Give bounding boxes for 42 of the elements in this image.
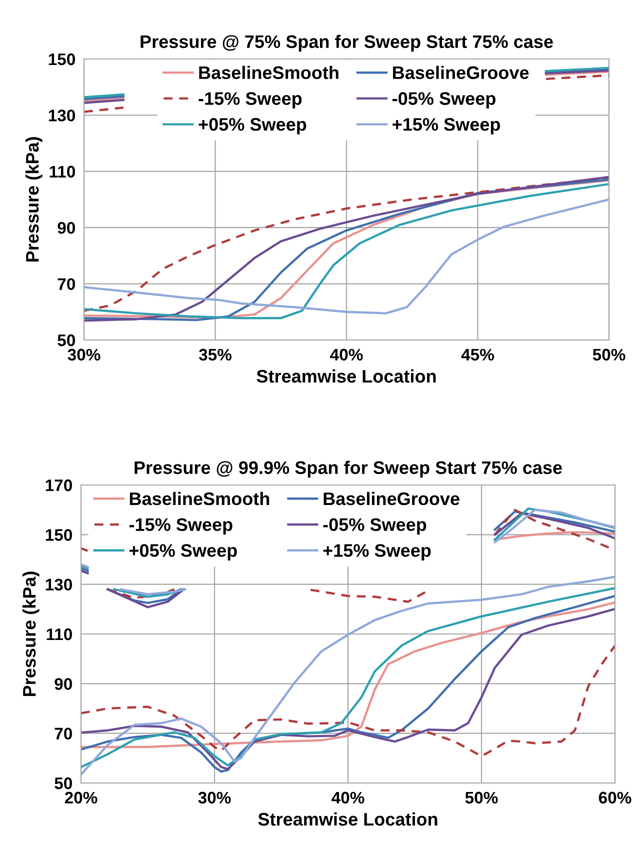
x-tick-label: 40%	[330, 348, 363, 361]
x-axis-title: Streamwise Location	[256, 369, 436, 383]
legend-label: -05% Sweep	[323, 518, 426, 535]
chart-title: Pressure @ 75% Span for Sweep Start 75% case	[140, 34, 553, 52]
legend-label: +05% Sweep	[198, 118, 306, 134]
y-tick-label: 90	[54, 678, 72, 690]
y-axis-title: Pressure (kPa)	[25, 137, 42, 262]
x-tick-label: 50%	[592, 348, 626, 361]
y-tick-label: 110	[46, 628, 72, 640]
chart-title: Pressure @ 99.9% Span for Sweep Start 75% case	[134, 460, 562, 478]
y-tick-label: 70	[54, 728, 72, 740]
y-tick-label: 150	[46, 529, 72, 541]
x-tick-label: 30%	[68, 348, 100, 361]
y-tick-label: 70	[58, 278, 75, 290]
x-tick-label: 30%	[198, 792, 231, 804]
series-label: +15% Sweep	[323, 544, 431, 560]
legend-label: -05% Sweep	[392, 92, 496, 109]
legend-label: BaselineSmooth	[130, 492, 270, 506]
legend-label: +15% Sweep	[392, 118, 500, 134]
x-tick-label: 50%	[465, 792, 498, 804]
legend-label: BaselineGroove	[324, 492, 460, 506]
y-axis-title: Pressure (kPa)	[22, 572, 40, 696]
x-tick-label: 40%	[332, 792, 364, 804]
y-tick-label: 170	[46, 479, 72, 492]
y-tick-label: 130	[48, 110, 75, 122]
legend-label: -15% Sweep	[129, 518, 232, 535]
legend-label: BaselineGroove	[393, 66, 529, 80]
x-tick-label: 60%	[598, 792, 632, 804]
line-series	[84, 198, 609, 314]
legend-label: -15% Sweep	[198, 92, 302, 109]
y-tick-label: 130	[46, 578, 72, 591]
x-tick-label: 35%	[198, 348, 232, 361]
x-tick-label: 45%	[461, 348, 494, 361]
legend-label: +05% Sweep	[129, 544, 237, 560]
legend-label: BaselineSmooth	[199, 66, 338, 80]
y-tick-label: 150	[48, 53, 75, 66]
y-tick-label: 110	[50, 166, 75, 178]
y-tick-label: 50	[58, 334, 75, 346]
x-tick-label: 20%	[64, 792, 98, 804]
x-axis-title: Streamwise Location	[258, 812, 438, 826]
y-tick-label: 90	[58, 222, 75, 234]
y-tick-label: 50	[54, 777, 72, 790]
